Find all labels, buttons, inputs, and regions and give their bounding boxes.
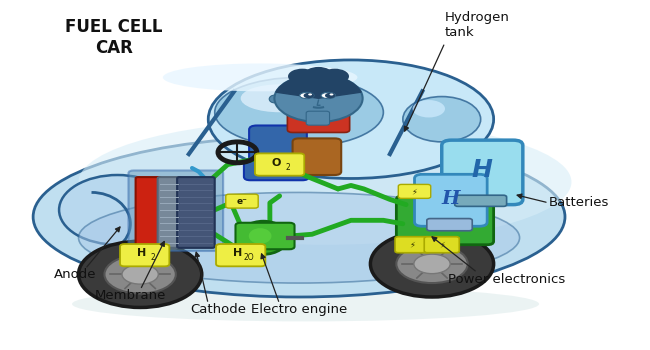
FancyBboxPatch shape xyxy=(120,244,170,266)
Text: H: H xyxy=(471,158,493,182)
Ellipse shape xyxy=(79,119,571,245)
FancyBboxPatch shape xyxy=(455,195,506,206)
Ellipse shape xyxy=(163,63,358,91)
Text: Hydrogen
tank: Hydrogen tank xyxy=(445,11,510,39)
FancyBboxPatch shape xyxy=(398,184,431,198)
FancyBboxPatch shape xyxy=(235,223,294,249)
FancyBboxPatch shape xyxy=(415,174,487,226)
Circle shape xyxy=(330,93,333,96)
Text: 2O: 2O xyxy=(244,253,254,262)
FancyBboxPatch shape xyxy=(292,138,341,175)
Text: H: H xyxy=(233,248,242,258)
Circle shape xyxy=(396,245,468,283)
Ellipse shape xyxy=(249,228,272,244)
Text: H: H xyxy=(441,190,460,208)
Circle shape xyxy=(414,254,450,274)
Ellipse shape xyxy=(403,97,480,142)
Circle shape xyxy=(320,69,349,84)
Ellipse shape xyxy=(214,77,384,147)
Ellipse shape xyxy=(321,92,335,99)
FancyBboxPatch shape xyxy=(226,194,258,208)
Text: 2: 2 xyxy=(285,163,291,172)
FancyBboxPatch shape xyxy=(424,237,460,253)
Text: ⚡: ⚡ xyxy=(410,240,415,249)
FancyBboxPatch shape xyxy=(395,237,430,253)
Ellipse shape xyxy=(300,92,314,99)
Text: Membrane: Membrane xyxy=(95,289,166,302)
Wedge shape xyxy=(276,75,361,98)
FancyBboxPatch shape xyxy=(136,177,162,248)
Ellipse shape xyxy=(33,136,565,297)
Ellipse shape xyxy=(239,221,288,254)
Ellipse shape xyxy=(208,60,493,178)
FancyBboxPatch shape xyxy=(427,219,473,231)
Circle shape xyxy=(304,67,333,82)
Text: Power electronics: Power electronics xyxy=(448,273,566,286)
Circle shape xyxy=(308,93,312,96)
FancyBboxPatch shape xyxy=(177,177,214,248)
FancyBboxPatch shape xyxy=(244,159,309,180)
Text: O: O xyxy=(272,158,281,168)
Ellipse shape xyxy=(269,95,280,103)
Text: 2: 2 xyxy=(151,253,155,262)
Ellipse shape xyxy=(59,175,176,245)
Text: Batteries: Batteries xyxy=(549,196,609,209)
Ellipse shape xyxy=(413,100,445,118)
Text: Cathode: Cathode xyxy=(190,303,246,316)
Ellipse shape xyxy=(240,84,318,112)
Circle shape xyxy=(274,75,363,122)
Circle shape xyxy=(325,93,335,98)
Circle shape xyxy=(122,265,159,284)
Circle shape xyxy=(288,69,317,84)
Ellipse shape xyxy=(79,193,519,283)
Text: FUEL CELL
CAR: FUEL CELL CAR xyxy=(66,18,163,57)
FancyBboxPatch shape xyxy=(396,196,493,245)
FancyBboxPatch shape xyxy=(216,244,265,266)
FancyBboxPatch shape xyxy=(255,153,304,176)
Circle shape xyxy=(304,93,314,98)
Circle shape xyxy=(105,255,176,294)
FancyBboxPatch shape xyxy=(129,170,223,251)
Ellipse shape xyxy=(72,287,539,321)
Text: ⚡: ⚡ xyxy=(439,240,445,249)
Text: Anode: Anode xyxy=(54,268,97,281)
Circle shape xyxy=(79,241,202,307)
Circle shape xyxy=(370,231,493,297)
FancyBboxPatch shape xyxy=(158,177,181,248)
Text: H: H xyxy=(136,248,146,258)
Text: ⚡: ⚡ xyxy=(411,187,417,196)
FancyBboxPatch shape xyxy=(249,126,307,179)
FancyBboxPatch shape xyxy=(442,140,523,205)
FancyBboxPatch shape xyxy=(287,101,350,132)
FancyBboxPatch shape xyxy=(306,111,330,125)
Text: e⁻: e⁻ xyxy=(237,197,248,206)
Text: Electro engine: Electro engine xyxy=(251,303,347,316)
